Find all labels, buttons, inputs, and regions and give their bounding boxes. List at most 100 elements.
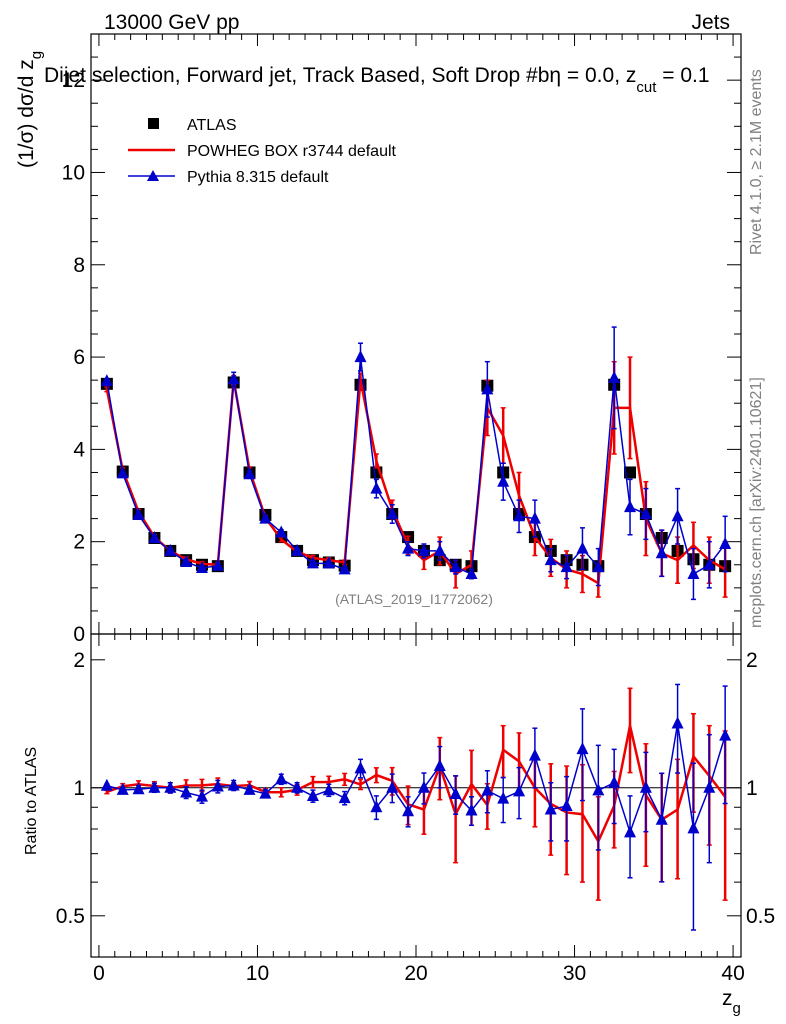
- pythia-ratio-point: [544, 802, 557, 815]
- pythia-point: [513, 509, 526, 522]
- pythia-ratio-point: [370, 800, 383, 813]
- pythia-point: [719, 537, 732, 549]
- pythia-point: [100, 374, 113, 387]
- x-tick-label: 30: [563, 962, 586, 985]
- pythia-ratio-line: [106, 723, 726, 835]
- pythia-ratio-point: [513, 784, 526, 797]
- pythia-point: [132, 507, 145, 520]
- pythia-point: [259, 511, 272, 524]
- pythia-ratio-point: [338, 791, 351, 804]
- x-tick-label: 40: [721, 962, 744, 985]
- y-tick-label-upper: 12: [62, 69, 85, 92]
- x-axis-label-text: z: [722, 987, 733, 1010]
- legend-atlas-label: ATLAS: [187, 117, 237, 134]
- pythia-ratio-point: [306, 789, 319, 802]
- pythia-point: [354, 350, 367, 363]
- pythia-point: [180, 555, 193, 567]
- y-tick-label-lower-right: 0.5: [746, 905, 775, 928]
- pythia-point: [211, 558, 224, 571]
- pythia-ratio-point: [465, 803, 478, 816]
- x-tick-label: 10: [246, 962, 269, 985]
- analysis-label: (ATLAS_2019_I1772062): [335, 591, 493, 607]
- pythia-ratio-point: [703, 780, 716, 793]
- plot-frames: [90, 33, 742, 958]
- powheg-line: [105, 379, 726, 586]
- pythia-point: [576, 541, 589, 554]
- pythia-ratio-point: [100, 778, 113, 791]
- pythia-ratio-point: [608, 775, 621, 788]
- pythia-ratio-point: [116, 782, 129, 795]
- subtitle-eta: η = 0.0, z: [549, 64, 636, 87]
- ratio-powheg: [104, 687, 728, 901]
- pythia-ratio-point: [687, 821, 700, 834]
- pythia-point: [592, 560, 605, 573]
- pythia-point: [497, 474, 510, 487]
- pythia-ratio-point: [481, 783, 494, 796]
- pythia-ratio-point: [148, 780, 161, 793]
- powheg-ratio-line: [106, 725, 727, 845]
- pythia-ratio-point: [243, 782, 256, 795]
- pythia-point: [386, 507, 399, 519]
- pythia-point: [560, 560, 573, 573]
- pythia-ratio-point: [576, 742, 589, 755]
- pythia-point: [449, 560, 462, 573]
- series-pythia: [100, 326, 732, 601]
- pythia-point: [671, 509, 684, 522]
- pythia-ratio-point: [227, 778, 240, 791]
- pythia-ratio-point: [402, 804, 415, 817]
- pythia-ratio-point: [354, 761, 367, 774]
- pythia-point: [703, 557, 716, 570]
- pythia-point: [291, 543, 304, 556]
- subtitle-main: Dijet selection, Forward jet, Track Base…: [44, 64, 549, 87]
- pythia-ratio-point: [132, 782, 145, 795]
- y-tick-label-upper: 2: [73, 531, 85, 554]
- y-tick-label-upper: 0: [73, 623, 85, 646]
- pythia-ratio-point: [671, 716, 684, 729]
- y-tick-label-lower: 1: [73, 777, 85, 800]
- upper-ylabel-sub: g: [28, 51, 45, 59]
- pythia-point: [227, 372, 240, 385]
- pythia-ratio-point: [560, 798, 573, 811]
- upper-ylabel: (1/σ) dσ/d zg: [15, 51, 45, 168]
- atlas-point: [624, 466, 637, 479]
- pythia-ratio-point: [291, 780, 304, 793]
- y-tick-label-upper: 10: [62, 161, 85, 184]
- legend-pythia-marker: [147, 170, 159, 181]
- pythia-point: [195, 561, 208, 573]
- pythia-point: [481, 382, 494, 395]
- pythia-point: [338, 562, 351, 575]
- pythia-point: [164, 543, 177, 556]
- header-left: 13000 GeV pp: [104, 11, 239, 34]
- pythia-ratio-point: [322, 783, 335, 796]
- pythia-ratio-point: [592, 783, 605, 796]
- x-tick-label: 0: [93, 962, 105, 985]
- ratio-pythia: [100, 683, 732, 931]
- lower-plot-frame: [90, 633, 742, 958]
- rivet-label: Rivet 4.1.0, ≥ 2.1M events: [748, 69, 765, 255]
- pythia-point: [433, 543, 446, 556]
- y-tick-label-lower-right: 2: [746, 649, 758, 672]
- pythia-ratio-point: [528, 748, 541, 761]
- pythia-ratio-point: [719, 728, 732, 741]
- pythia-ratio-point: [211, 779, 224, 792]
- pythia-ratio-point: [180, 785, 193, 798]
- y-tick-label-upper: 8: [73, 254, 85, 277]
- pythia-ratio-point: [639, 780, 652, 793]
- plot-subtitle: Dijet selection, Forward jet, Track Base…: [44, 64, 710, 96]
- pythia-point: [655, 546, 668, 559]
- legend-pythia-label: Pythia 8.315 default: [187, 169, 329, 186]
- pythia-point: [417, 543, 430, 556]
- pythia-point: [243, 467, 256, 480]
- pythia-ratio-point: [164, 780, 177, 793]
- series-atlas: [100, 376, 732, 573]
- pythia-point: [528, 511, 541, 524]
- legend: ATLAS POWHEG BOX r3744 default Pythia 8.…: [128, 117, 397, 186]
- series: [100, 326, 732, 931]
- pythia-point: [687, 567, 700, 579]
- pythia-ratio-point: [259, 786, 272, 799]
- pythia-line: [106, 356, 726, 576]
- pythia-point: [639, 507, 652, 519]
- pythia-ratio-point: [417, 780, 430, 793]
- x-tick-label: 20: [404, 962, 427, 985]
